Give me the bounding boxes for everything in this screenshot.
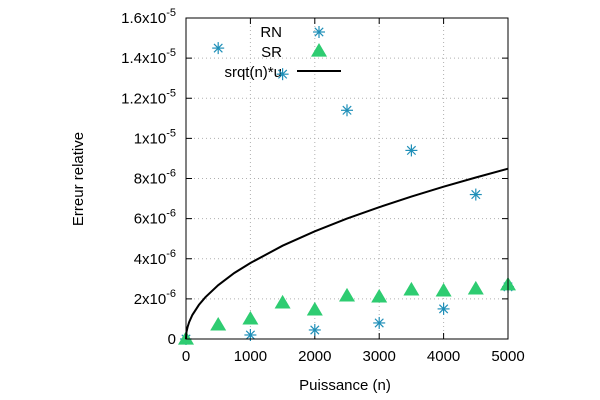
sr-point bbox=[403, 281, 420, 296]
legend-sample-rn bbox=[313, 26, 325, 38]
y-axis-label: Erreur relative bbox=[70, 132, 87, 226]
legend-label-rn: RN bbox=[260, 24, 282, 41]
y-tick-label: 8x10-6 bbox=[134, 168, 176, 188]
sr-point bbox=[467, 280, 484, 295]
rn-point bbox=[405, 144, 418, 157]
x-tick-label: 0 bbox=[182, 348, 190, 365]
tick-labels: 0 1000 2000 3000 4000 5000 0 2x10-6 4x10-6 6x10-6… bbox=[121, 7, 525, 365]
y-tick-label: 1x10-5 bbox=[134, 127, 176, 147]
legend-sample-sr bbox=[311, 43, 327, 57]
sr-point bbox=[242, 310, 259, 325]
sr-point bbox=[210, 316, 227, 331]
plot-data bbox=[178, 42, 516, 345]
sr-point bbox=[339, 287, 355, 302]
x-tick-label: 4000 bbox=[427, 348, 460, 365]
x-tick-label: 3000 bbox=[363, 348, 396, 365]
y-tick-label: 1.4x10-5 bbox=[121, 47, 176, 67]
y-tick-label: 1.6x10-5 bbox=[121, 7, 176, 27]
rn-point bbox=[341, 104, 353, 117]
rn-point bbox=[469, 188, 482, 201]
legend-label-sr: SR bbox=[261, 44, 282, 61]
rn-point bbox=[276, 68, 289, 81]
x-tick-label: 1000 bbox=[234, 348, 267, 365]
sr-point bbox=[306, 301, 323, 316]
rn-point bbox=[212, 42, 225, 55]
sr-point bbox=[435, 282, 452, 297]
y-tick-label: 6x10-6 bbox=[134, 208, 176, 228]
y-tick-label: 0 bbox=[168, 331, 176, 348]
series-line-sqrt bbox=[185, 167, 509, 340]
y-tick-label: 4x10-6 bbox=[134, 248, 176, 268]
legend-label-sqrt: srqt(n)*u bbox=[224, 64, 282, 81]
x-tick-label: 2000 bbox=[298, 348, 331, 365]
rn-point bbox=[373, 316, 386, 329]
y-tick-label: 2x10-6 bbox=[134, 288, 176, 308]
sr-point bbox=[371, 288, 388, 303]
x-axis-label: Puissance (n) bbox=[299, 377, 391, 394]
sr-point bbox=[274, 294, 291, 309]
legend: RN SR srqt(n)*u bbox=[224, 24, 341, 81]
rn-point bbox=[437, 302, 450, 315]
x-tick-label: 5000 bbox=[491, 348, 524, 365]
y-tick-label: 1.2x10-5 bbox=[121, 87, 176, 107]
rn-point bbox=[308, 323, 321, 336]
plot-frame bbox=[185, 17, 509, 340]
grid-lines bbox=[186, 18, 508, 339]
